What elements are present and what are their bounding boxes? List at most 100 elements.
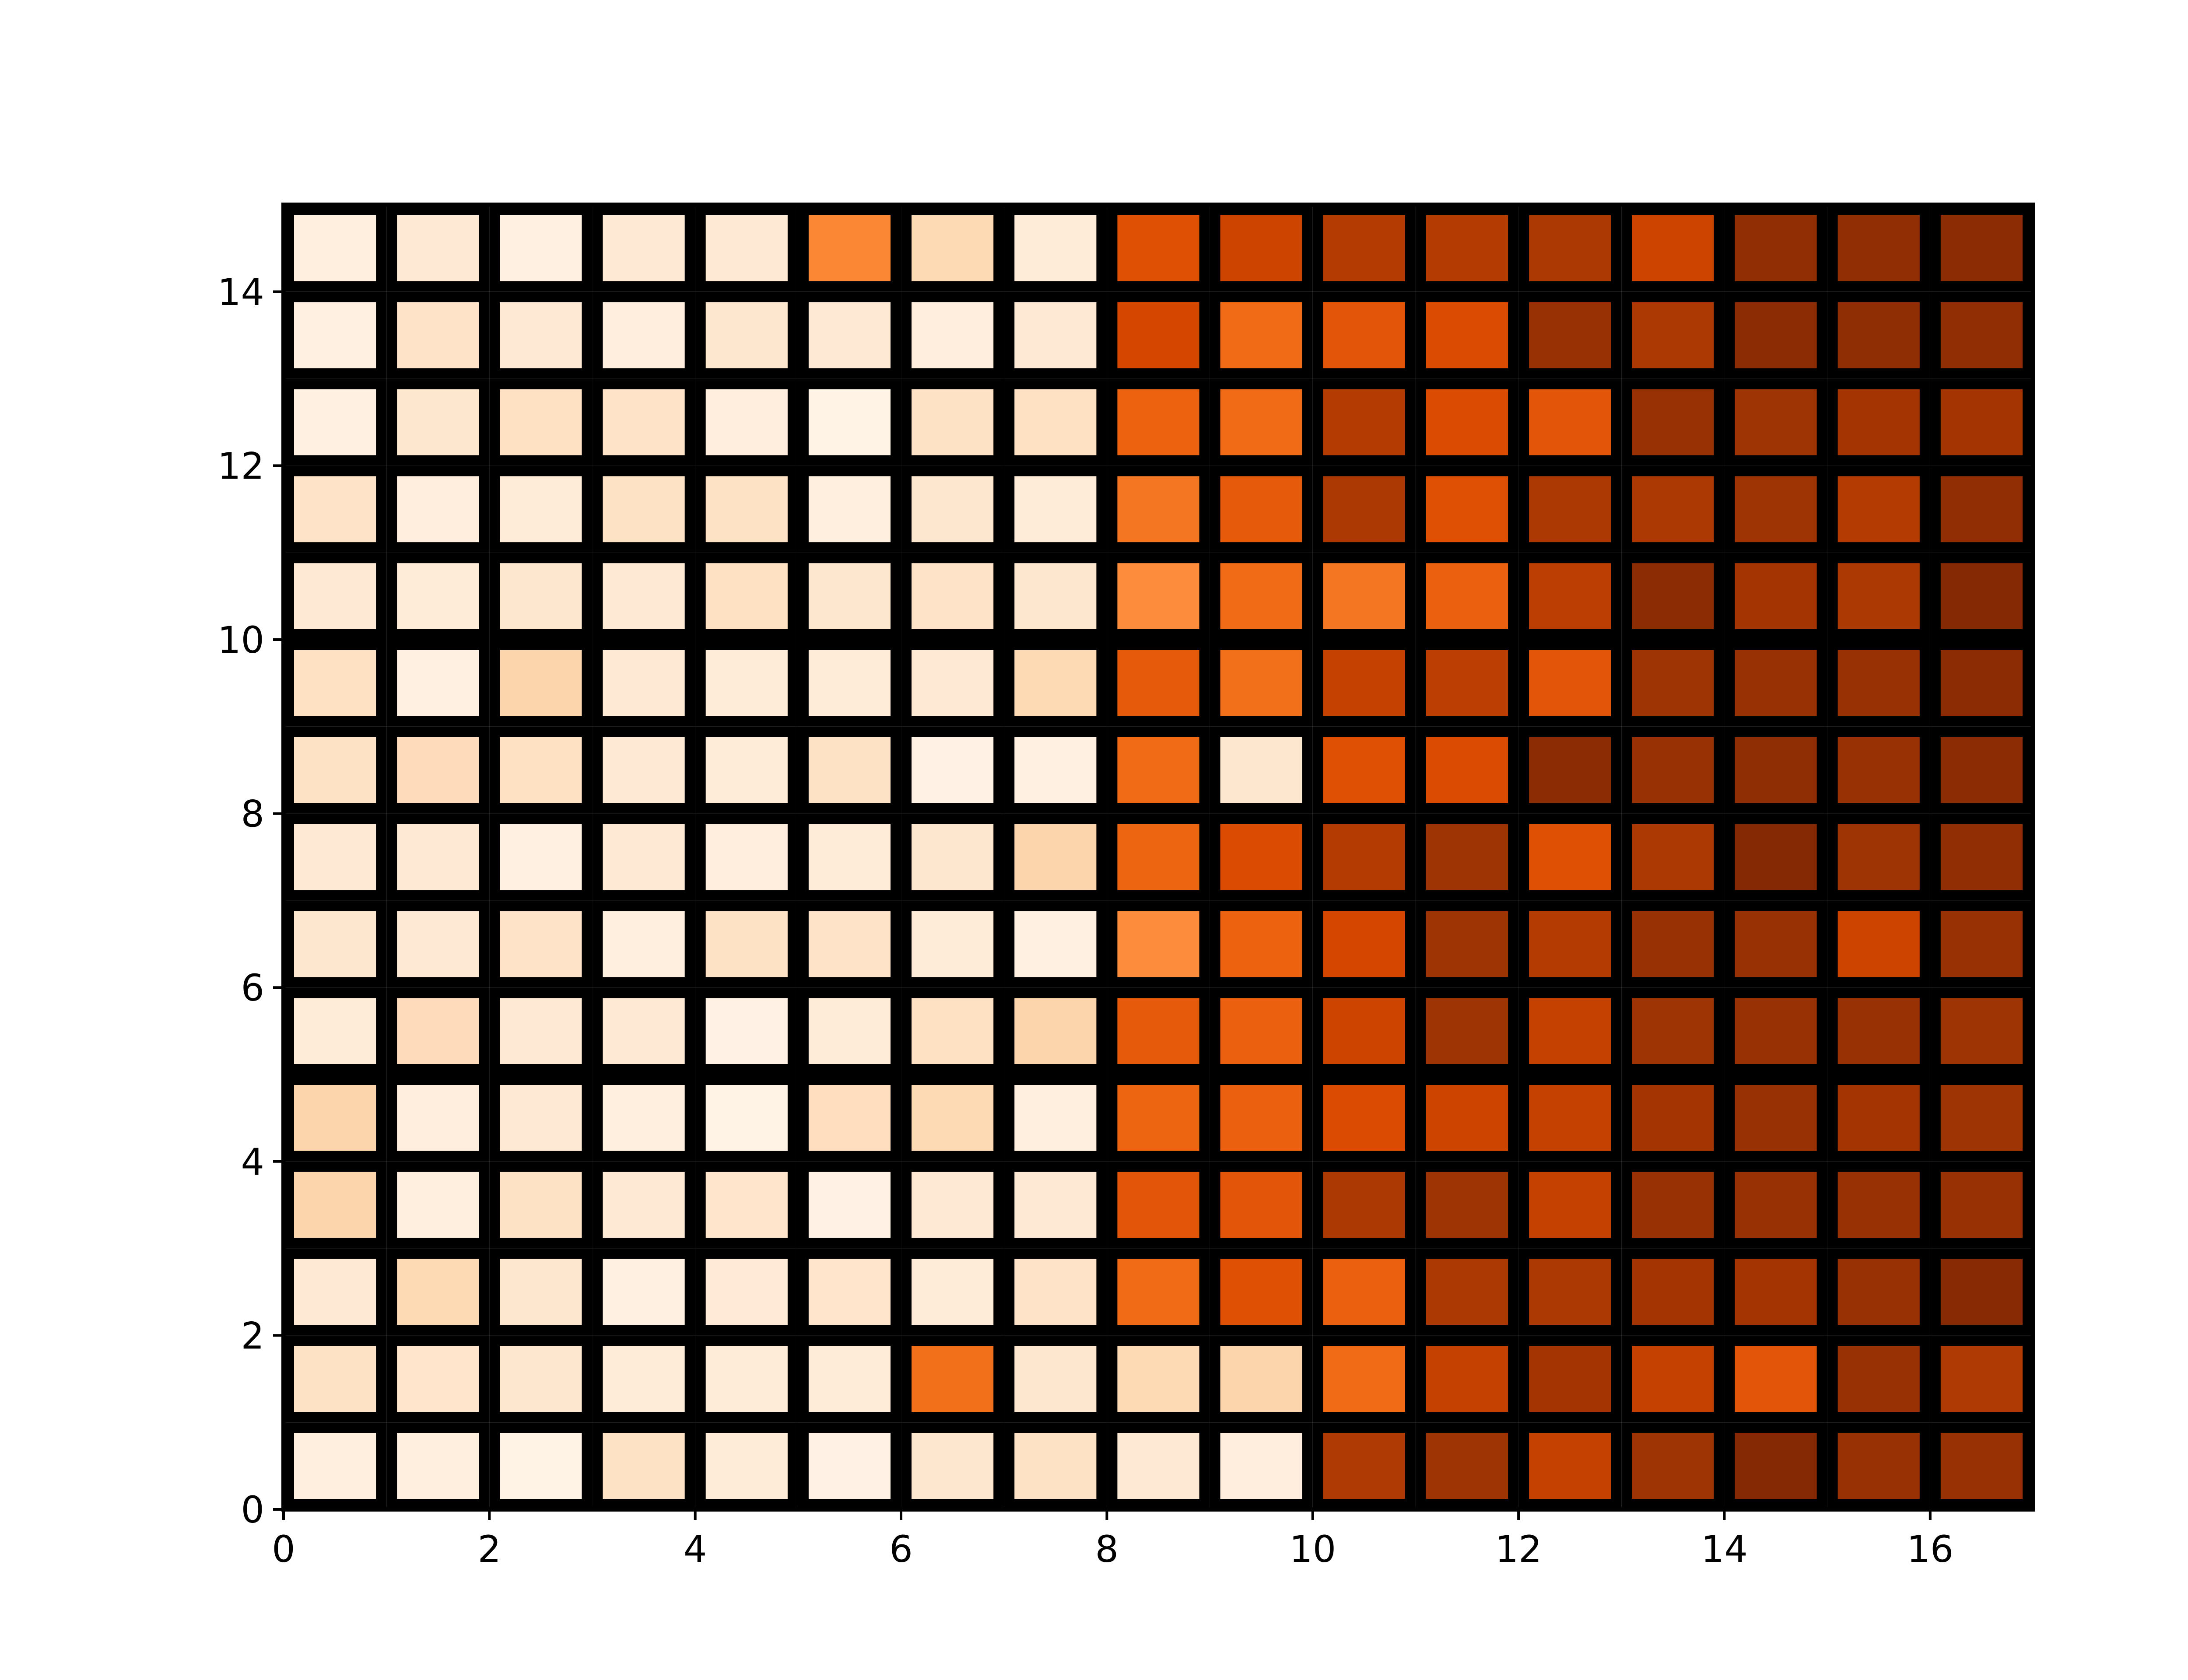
heatmap-cell [1621, 987, 1725, 1074]
heatmap-cell [1621, 1248, 1725, 1336]
heatmap-cell [695, 466, 798, 553]
heatmap-cell [1210, 987, 1313, 1074]
heatmap-cell [901, 466, 1004, 553]
heatmap-cell [284, 987, 387, 1074]
heatmap-cell [1210, 726, 1313, 814]
heatmap-cell [1415, 1248, 1519, 1336]
x-tick-label: 14 [1701, 1528, 1748, 1571]
heatmap-cell [1004, 205, 1107, 292]
heatmap-cell [386, 291, 490, 379]
heatmap-cell [386, 987, 490, 1074]
heatmap-cell [1930, 1335, 2034, 1423]
heatmap-cell [1312, 205, 1416, 292]
y-axis: 0 2 4 6 8 10 12 14 [217, 271, 284, 1531]
heatmap-cell [901, 553, 1004, 640]
heatmap-cell [1415, 205, 1519, 292]
heatmap-cell [1312, 813, 1416, 901]
heatmap-cell [386, 553, 490, 640]
heatmap-cell [592, 1074, 695, 1162]
heatmap-cell [1518, 553, 1622, 640]
heatmap-cell [695, 291, 798, 379]
heatmap-cell [284, 726, 387, 814]
heatmap-cell [592, 640, 695, 727]
heatmap-cell [386, 1422, 490, 1509]
heatmap-cell [1827, 1161, 1930, 1249]
plot-frame [281, 203, 2035, 1512]
heatmap-cell [1724, 813, 1827, 901]
heatmap-cell [1210, 553, 1313, 640]
heatmap-cell [1724, 987, 1827, 1074]
heatmap-cell [386, 466, 490, 553]
heatmap-cell [1107, 466, 1210, 553]
heatmap-cell [695, 1248, 798, 1336]
heatmap-cell [1518, 1074, 1622, 1162]
heatmap-cell [1004, 987, 1107, 1074]
heatmap-cell [1724, 1248, 1827, 1336]
heatmap-cell [1724, 1161, 1827, 1249]
heatmap-cell [1724, 553, 1827, 640]
heatmap-cell [901, 291, 1004, 379]
heatmap-cell [489, 1074, 593, 1162]
heatmap-cell [901, 1074, 1004, 1162]
y-tick-label: 14 [217, 271, 264, 314]
heatmap-cell [1518, 1335, 1622, 1423]
heatmap-cell [1004, 900, 1107, 988]
heatmap-cell [1827, 1422, 1930, 1509]
heatmap-cell [592, 813, 695, 901]
heatmap-cell [1107, 900, 1210, 988]
heatmap-cell [1518, 900, 1622, 988]
heatmap-cell [1930, 900, 2034, 988]
heatmap-cell [592, 1335, 695, 1423]
heatmap-cell [386, 1074, 490, 1162]
heatmap-cell [695, 1074, 798, 1162]
heatmap-cell [1621, 1074, 1725, 1162]
x-tick-label: 12 [1495, 1528, 1542, 1571]
heatmap-cell [386, 813, 490, 901]
heatmap-cell [1210, 1248, 1313, 1336]
heatmap-cell [1312, 291, 1416, 379]
heatmap-cell [1827, 1335, 1930, 1423]
heatmap-cell [798, 1074, 901, 1162]
heatmap-cell [489, 726, 593, 814]
y-tick-label: 8 [241, 793, 264, 836]
heatmap-cell [1621, 1161, 1725, 1249]
heatmap-cell [284, 813, 387, 901]
heatmap-cell [1724, 1074, 1827, 1162]
heatmap-cell [798, 900, 901, 988]
heatmap-cell [1312, 726, 1416, 814]
heatmap-cell [1930, 1074, 2034, 1162]
heatmap-cell [695, 726, 798, 814]
heatmap-cell [592, 1161, 695, 1249]
heatmap-cell [489, 900, 593, 988]
heatmap-cell [695, 813, 798, 901]
heatmap-cell [489, 466, 593, 553]
heatmap-cell [1518, 205, 1622, 292]
heatmap-cell [284, 378, 387, 466]
heatmap-cell [1004, 1335, 1107, 1423]
heatmap-cell [901, 987, 1004, 1074]
heatmap-cell [1107, 553, 1210, 640]
heatmap-cell [1107, 291, 1210, 379]
heatmap-cell [386, 1248, 490, 1336]
heatmap-cell [284, 1074, 387, 1162]
heatmap-cell [1930, 1422, 2034, 1509]
heatmap-cell [1621, 900, 1725, 988]
heatmap-cell [1004, 1161, 1107, 1249]
heatmap-cell [798, 726, 901, 814]
heatmap-cell [695, 1422, 798, 1509]
heatmap-cell [592, 205, 695, 292]
heatmap-cell [489, 205, 593, 292]
heatmap-cell [489, 640, 593, 727]
heatmap-cell [1107, 205, 1210, 292]
heatmap-cell [901, 1161, 1004, 1249]
heatmap-cell [1312, 1161, 1416, 1249]
heatmap-cell [1827, 726, 1930, 814]
heatmap-cell [901, 1335, 1004, 1423]
heatmap-cell [1621, 291, 1725, 379]
heatmap-cell [489, 1335, 593, 1423]
heatmap-cell [901, 813, 1004, 901]
heatmap-cell [1724, 291, 1827, 379]
heatmap-cell [1107, 1074, 1210, 1162]
heatmap-cell [1621, 640, 1725, 727]
